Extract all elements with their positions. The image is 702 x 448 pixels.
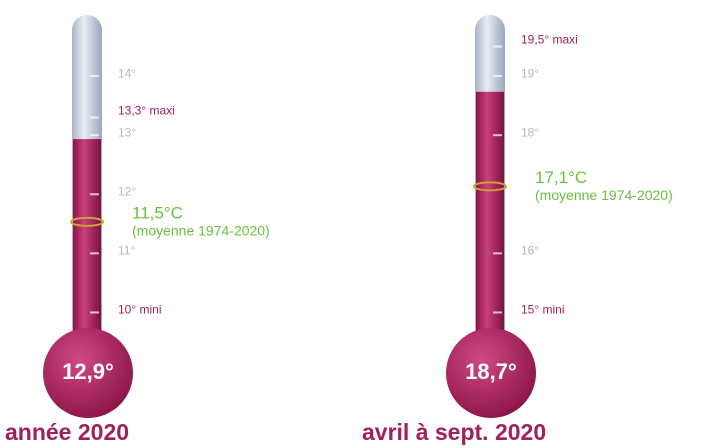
bulb-value: 12,9° <box>62 359 114 384</box>
tick-label: 14° <box>118 66 136 80</box>
tick-label: 16° <box>521 244 539 258</box>
tick-label: 18° <box>521 125 539 139</box>
tick-label: 19° <box>521 66 539 80</box>
tick-label: 12° <box>118 184 136 198</box>
average-note: (moyenne 1974-2020) <box>535 187 673 203</box>
bulb-value: 18,7° <box>465 359 517 384</box>
average-note: (moyenne 1974-2020) <box>132 223 270 239</box>
max-label: 19,5° maxi <box>521 33 578 47</box>
average-label: 17,1°C <box>535 168 587 187</box>
min-label: 15° mini <box>521 303 564 317</box>
chart-title: année 2020 <box>5 419 129 445</box>
tick-label: 11° <box>118 244 135 258</box>
liquid-column <box>476 92 504 360</box>
tick-label: 13° <box>118 125 136 139</box>
infographic: 12,9° 11° 12° 13° 14° 13,3° maxi 10° mini 11,5°… <box>0 0 702 448</box>
min-label: 10° mini <box>118 303 161 317</box>
liquid-column <box>73 139 101 360</box>
max-label: 13,3° maxi <box>118 104 175 118</box>
average-label: 11,5°C <box>132 203 183 222</box>
chart-title: avril à sept. 2020 <box>362 419 546 445</box>
